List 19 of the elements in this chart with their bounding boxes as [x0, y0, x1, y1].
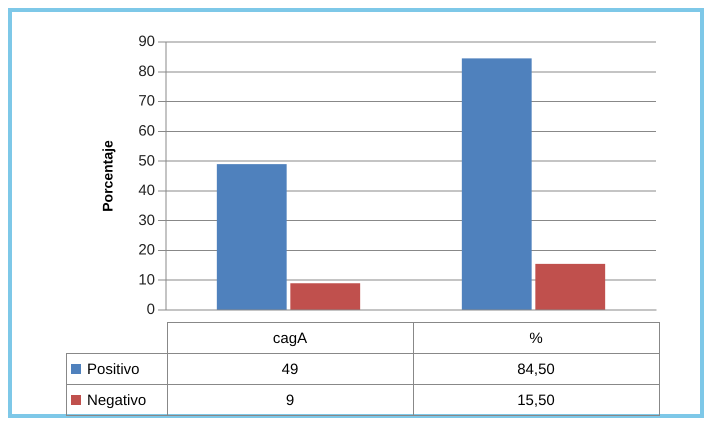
- data-label: 9: [167, 384, 413, 416]
- legend-label: Positivo: [66, 354, 167, 384]
- x-tick-label: %: [413, 322, 659, 354]
- y-tick-label: 20: [138, 242, 155, 259]
- y-tick-label: 40: [138, 182, 155, 200]
- legend-label: Negativo: [66, 384, 167, 416]
- y-tick-label: 80: [138, 62, 155, 80]
- y-tick-label: 90: [138, 33, 155, 50]
- y-tick-label: 0: [146, 301, 155, 318]
- data-label: 84,50: [413, 354, 659, 384]
- y-tick-label: 10: [138, 271, 155, 288]
- y-tick-label: 60: [138, 122, 155, 140]
- y-axis-title: Porcentaje: [99, 140, 116, 212]
- y-tick-label: 50: [138, 152, 155, 170]
- x-tick-label: cagA: [167, 322, 413, 354]
- y-tick-label: 30: [138, 212, 155, 229]
- data-label: 49: [167, 354, 413, 384]
- data-label: 15,50: [413, 384, 659, 416]
- y-tick-label: 70: [138, 92, 155, 110]
